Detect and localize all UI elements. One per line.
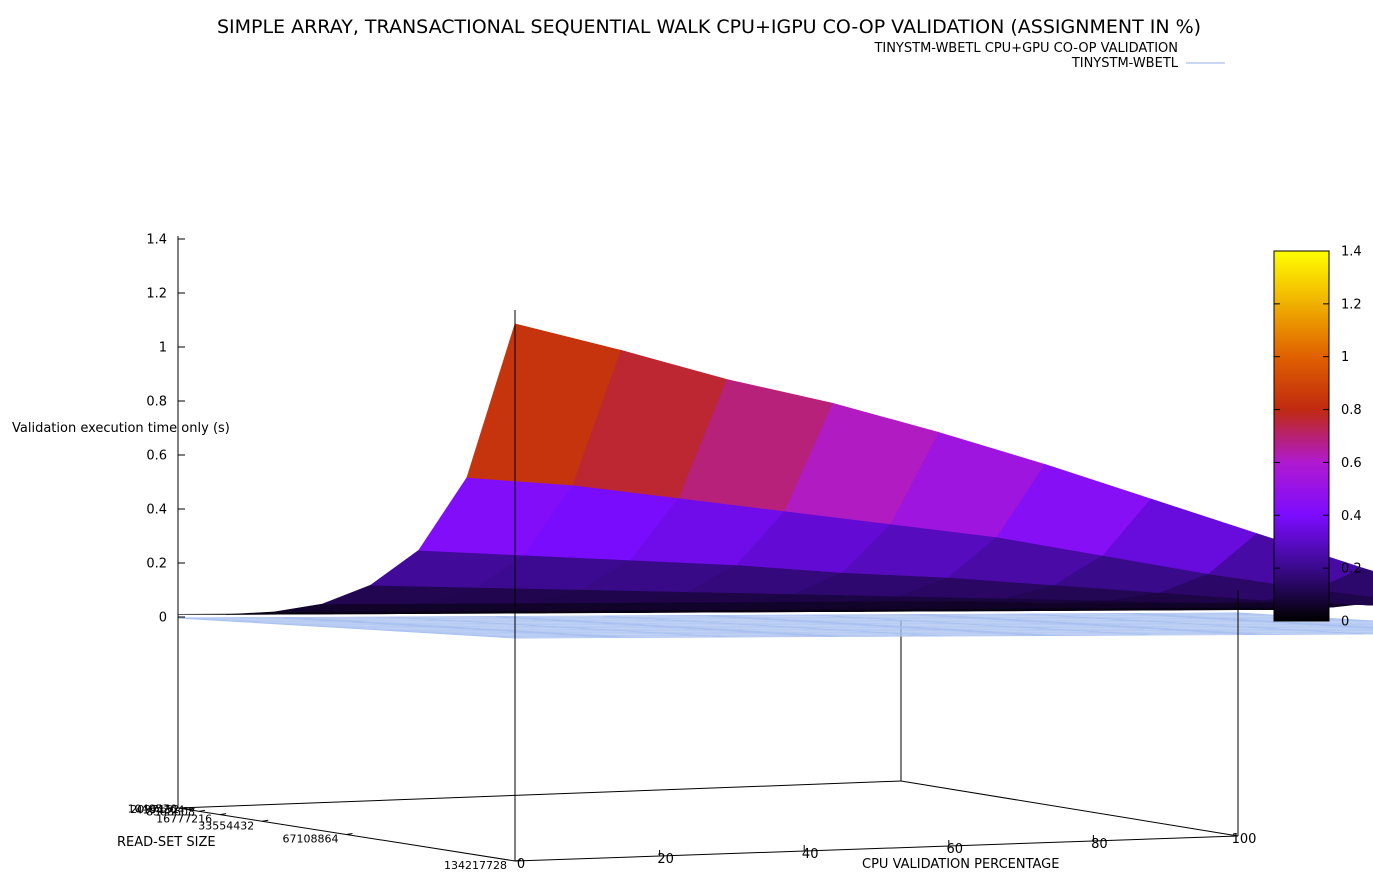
- y-tick: [198, 809, 206, 812]
- colorbar: 0 0.2 0.4 0.6 0.8 1 1.2 1.4: [1273, 245, 1362, 630]
- colorbar-tick-label: 1.2: [1341, 297, 1362, 312]
- colorbar-tick-label: 0: [1341, 615, 1349, 630]
- y-tick: [346, 833, 353, 835]
- colorbar-tick-label: 0.8: [1341, 403, 1362, 418]
- chart-title: SIMPLE ARRAY, TRANSACTIONAL SEQUENTIAL W…: [217, 16, 1201, 38]
- y-tick: [220, 813, 227, 816]
- wireframe-line: [177, 617, 516, 639]
- wireframe-line: [919, 614, 1258, 635]
- box-frame-front: [514, 310, 1239, 861]
- y-axis: 1048576209715241943048388608167772163355…: [128, 802, 522, 872]
- y-axis-label: READ-SET SIZE: [117, 835, 216, 850]
- x-tick-label: 100: [1232, 832, 1257, 847]
- wireframe-line: [601, 615, 940, 637]
- colorbar-tick-label: 1: [1341, 350, 1349, 365]
- x-tick-label: 40: [802, 847, 819, 862]
- legend-header: TINYSTM-WBETL CPU+GPU CO-OP VALIDATION: [873, 41, 1178, 56]
- surface-plot: [177, 323, 1373, 639]
- floor-edge: [177, 780, 902, 809]
- wireframe-line: [1025, 613, 1364, 635]
- x-tick-label: 20: [657, 852, 674, 867]
- y-tick: [514, 859, 522, 862]
- y-tick-label: 134217728: [444, 859, 507, 872]
- x-axis-label: CPU VALIDATION PERCENTAGE: [862, 857, 1059, 872]
- y-tick-label: 8388608: [146, 805, 195, 818]
- y-tick: [180, 806, 187, 809]
- wireframe-line: [813, 614, 1152, 636]
- z-tick-label: 1: [159, 341, 167, 356]
- box-frame-back: [177, 620, 1239, 862]
- y-tick-label: 16777216: [156, 813, 212, 826]
- wireframe-line: [389, 616, 728, 638]
- x-axis: 0 20 40 60 80 100: [514, 830, 1257, 872]
- colorbar-tick-label: 0.4: [1341, 509, 1362, 524]
- x-tick-label: 60: [947, 842, 964, 857]
- x-tick-label: 80: [1091, 837, 1108, 852]
- z-tick-label: 0.8: [146, 395, 167, 410]
- z-tick-label: 1.4: [146, 233, 167, 248]
- y-tick-label: 67108864: [283, 833, 339, 846]
- wireframe-line: [495, 616, 834, 637]
- z-tick-label: 0.4: [146, 503, 167, 518]
- z-axis: 0 0.2 0.4 0.6 0.8 1 1.2 1.4: [146, 233, 185, 808]
- y-tick: [262, 819, 269, 822]
- wireframe-line: [283, 617, 622, 638]
- z-tick-label: 1.2: [146, 287, 167, 302]
- wireframe-line: [707, 615, 1046, 636]
- x-tick-label: 0: [517, 857, 525, 872]
- floor-edge: [514, 835, 1239, 862]
- colorbar-box: [1273, 250, 1330, 622]
- z-tick-label: 0.6: [146, 449, 167, 464]
- colorbar-tick-label: 1.4: [1341, 245, 1362, 260]
- wireframe-line: [1131, 613, 1373, 629]
- y-tick-label: 2097152: [130, 803, 179, 816]
- colorbar-tick-label: 0.6: [1341, 456, 1362, 471]
- y-tick-label: 1048576: [128, 802, 177, 815]
- y-tick-label: 33554432: [198, 819, 254, 832]
- z-axis-label: Validation execution time only (s): [12, 421, 230, 436]
- colorbar-tick-label: 0.2: [1341, 562, 1362, 577]
- y-tick: [183, 807, 190, 810]
- legend-entry-label: TINYSTM-WBETL: [1071, 56, 1179, 71]
- y-tick-label: 4194304: [136, 804, 185, 817]
- z-tick-label: 0: [159, 611, 167, 626]
- y-tick: [188, 808, 195, 811]
- z-tick-label: 0.2: [146, 557, 167, 572]
- floor-edge: [900, 780, 1239, 837]
